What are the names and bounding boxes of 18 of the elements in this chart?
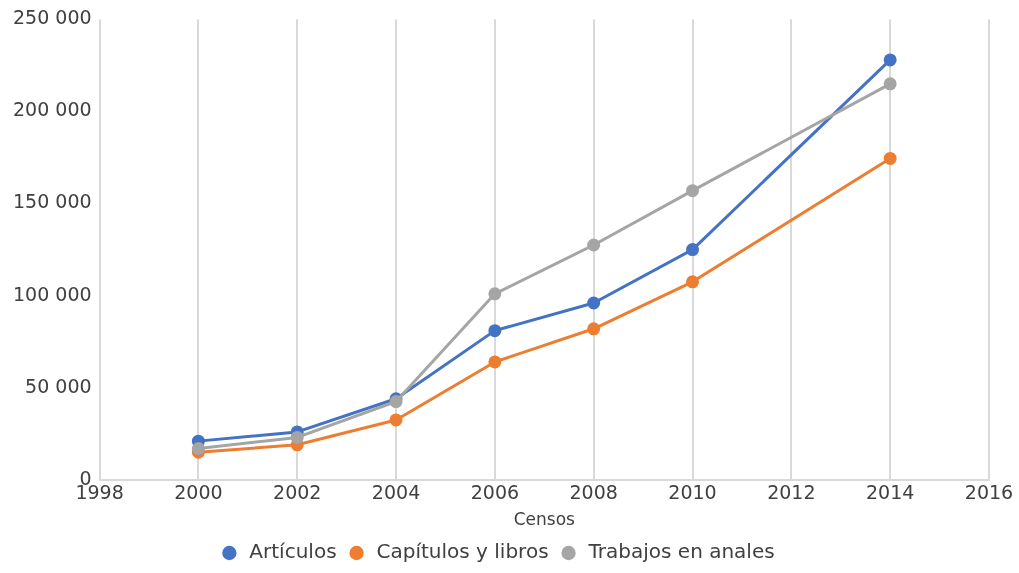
y-tick-label: 250 000 xyxy=(12,6,92,29)
x-tick-label: 2008 xyxy=(569,481,618,504)
legend-label: Artículos xyxy=(249,539,337,564)
x-axis-title: Censos xyxy=(513,509,576,530)
x-tick-label: 2002 xyxy=(273,481,322,504)
x-tick-label: 2010 xyxy=(668,481,717,504)
y-tick-label: 150 000 xyxy=(12,190,92,213)
x-tick-label: 2012 xyxy=(767,481,816,504)
x-tick-label: 2000 xyxy=(174,481,223,504)
y-tick-label: 100 000 xyxy=(12,282,92,305)
legend-label: Trabajos en anales xyxy=(587,539,775,564)
x-tick-label: 2004 xyxy=(371,481,421,504)
y-tick-label: 200 000 xyxy=(12,98,92,121)
x-tick-label: 2006 xyxy=(470,481,520,504)
y-tick-label: 50 000 xyxy=(25,374,92,397)
x-tick-label: 2016 xyxy=(964,481,1014,504)
x-tick-label: 2014 xyxy=(865,481,915,504)
legend-label: Capítulos y libros xyxy=(376,539,549,564)
